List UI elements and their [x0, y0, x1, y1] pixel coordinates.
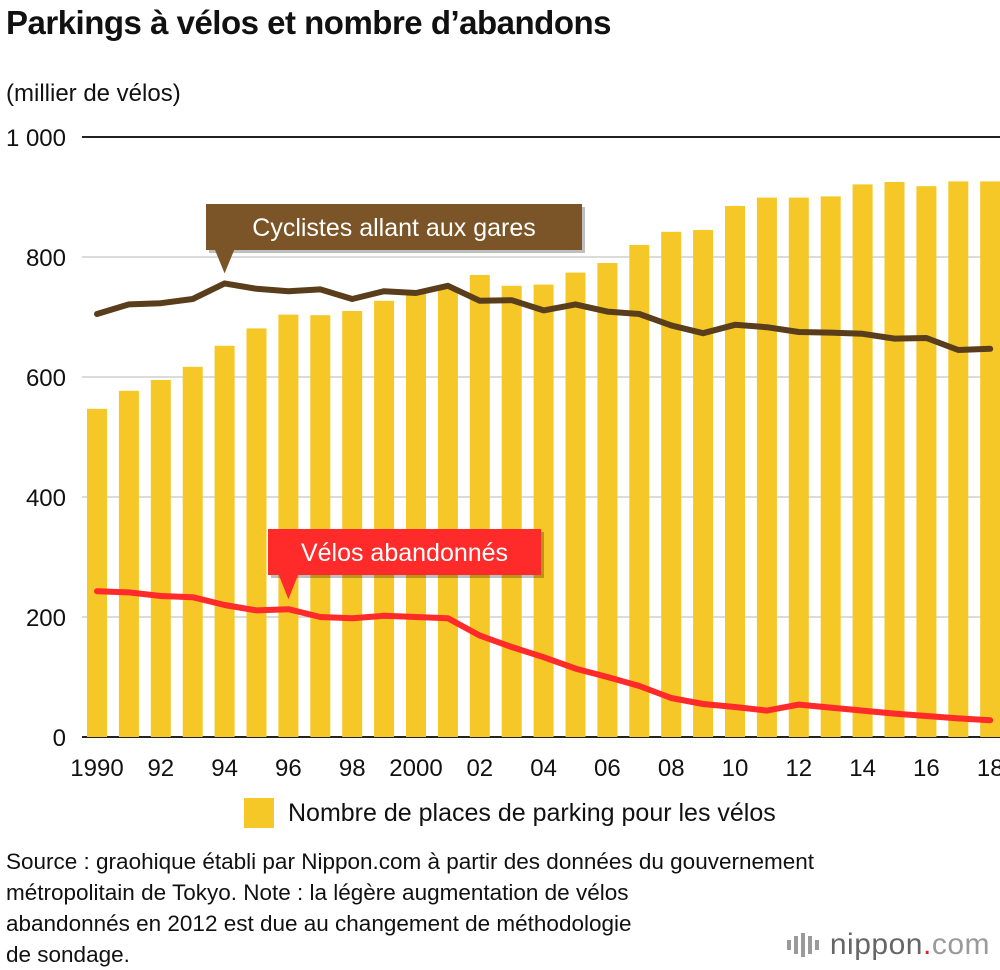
bar: [916, 186, 937, 737]
bar: [150, 380, 171, 737]
callout-label: Vélos abandonnés: [301, 539, 508, 567]
bar: [469, 275, 490, 737]
bar: [310, 315, 331, 737]
bar: [884, 182, 905, 737]
x-tick-label: 12: [785, 755, 812, 782]
bar: [214, 345, 235, 737]
bar: [820, 196, 841, 737]
bar: [246, 328, 267, 737]
annotation-callout: Cyclistes allant aux gares: [206, 204, 585, 274]
y-axis-unit-label: (millier de vélos): [6, 80, 181, 107]
y-tick-label: 800: [26, 245, 66, 272]
callout-label: Cyclistes allant aux gares: [252, 214, 535, 242]
source-line: abandonnés en 2012 est due au changement…: [6, 911, 632, 936]
bar: [406, 291, 426, 737]
bar: [437, 288, 458, 737]
x-tick-label: 94: [211, 755, 238, 782]
x-tick-label: 02: [466, 755, 493, 782]
x-tick-label: 04: [530, 755, 557, 782]
source-note: Source : graohique établi par Nippon.com…: [6, 846, 996, 970]
x-tick-label: 92: [147, 755, 174, 782]
bar: [342, 311, 363, 737]
y-tick-labels: 0 200 400 600 800 1 000: [6, 125, 66, 752]
bar: [565, 272, 586, 737]
x-tick-label: 10: [722, 755, 749, 782]
bar: [374, 300, 395, 737]
legend: Nombre de places de parking pour les vél…: [244, 795, 776, 831]
x-tick-label: 16: [913, 755, 940, 782]
sound-bars-icon: [786, 933, 822, 957]
bar: [182, 366, 203, 737]
x-tick-label: 08: [658, 755, 685, 782]
bar: [756, 197, 777, 738]
bar: [597, 263, 618, 737]
x-tick-label: 06: [594, 755, 621, 782]
bar: [533, 284, 554, 737]
source-line: Source : graohique établi par Nippon.com…: [6, 849, 815, 874]
y-tick-label: 0: [53, 725, 66, 752]
legend-label: Nombre de places de parking pour les vél…: [288, 798, 776, 827]
y-tick-label: 600: [26, 365, 66, 392]
x-tick-label: 98: [339, 755, 366, 782]
y-tick-label: 200: [26, 605, 66, 632]
logo-dot: .: [922, 928, 932, 961]
bar: [948, 181, 969, 737]
callout-pointer: [214, 249, 235, 274]
bar: [725, 206, 745, 737]
bar: [118, 390, 139, 737]
bar: [629, 245, 650, 737]
bar: [980, 181, 1000, 737]
bar-series: [87, 181, 1000, 738]
annotations: Cyclistes allant aux gares Vélos abandonn…: [206, 204, 585, 600]
x-tick-label: 18: [977, 755, 1000, 782]
source-line: de sondage.: [6, 942, 130, 967]
y-tick-label: 1 000: [6, 125, 66, 152]
legend-swatch: [244, 798, 274, 828]
bar: [278, 314, 299, 737]
x-tick-label: 96: [275, 755, 302, 782]
bar: [87, 408, 107, 737]
logo-tld: com: [931, 928, 990, 961]
x-tick-label: 14: [849, 755, 876, 782]
x-tick-label: 2000: [389, 755, 442, 782]
x-tick-label: 1990: [70, 755, 123, 782]
source-line: métropolitain de Tokyo. Note : la légère…: [6, 880, 629, 905]
logo-text: nippon.com: [830, 928, 990, 962]
y-tick-label: 400: [26, 485, 66, 512]
chart-plot: 0 200 400 600 800 1 000 1990 92 94 96 98 2000 02 04 0…: [6, 125, 1000, 782]
bar: [852, 184, 873, 737]
line-series: [94, 280, 994, 724]
callout-box: [268, 529, 541, 575]
bar: [661, 231, 682, 738]
bar: [788, 197, 809, 738]
bar: [693, 230, 714, 737]
annotation-callout: Vélos abandonnés: [268, 529, 544, 600]
callout-pointer: [278, 574, 299, 600]
logo-main: nippon: [829, 928, 923, 961]
callout-box: [206, 204, 582, 250]
chart-title: Parkings à vélos et nombre d’abandons: [6, 4, 612, 41]
bar: [501, 285, 522, 737]
x-tick-labels: 1990 92 94 96 98 2000 02 04 06 08 10 12 14 16 18: [70, 755, 1000, 782]
nippon-logo: nippon.com: [786, 928, 990, 962]
